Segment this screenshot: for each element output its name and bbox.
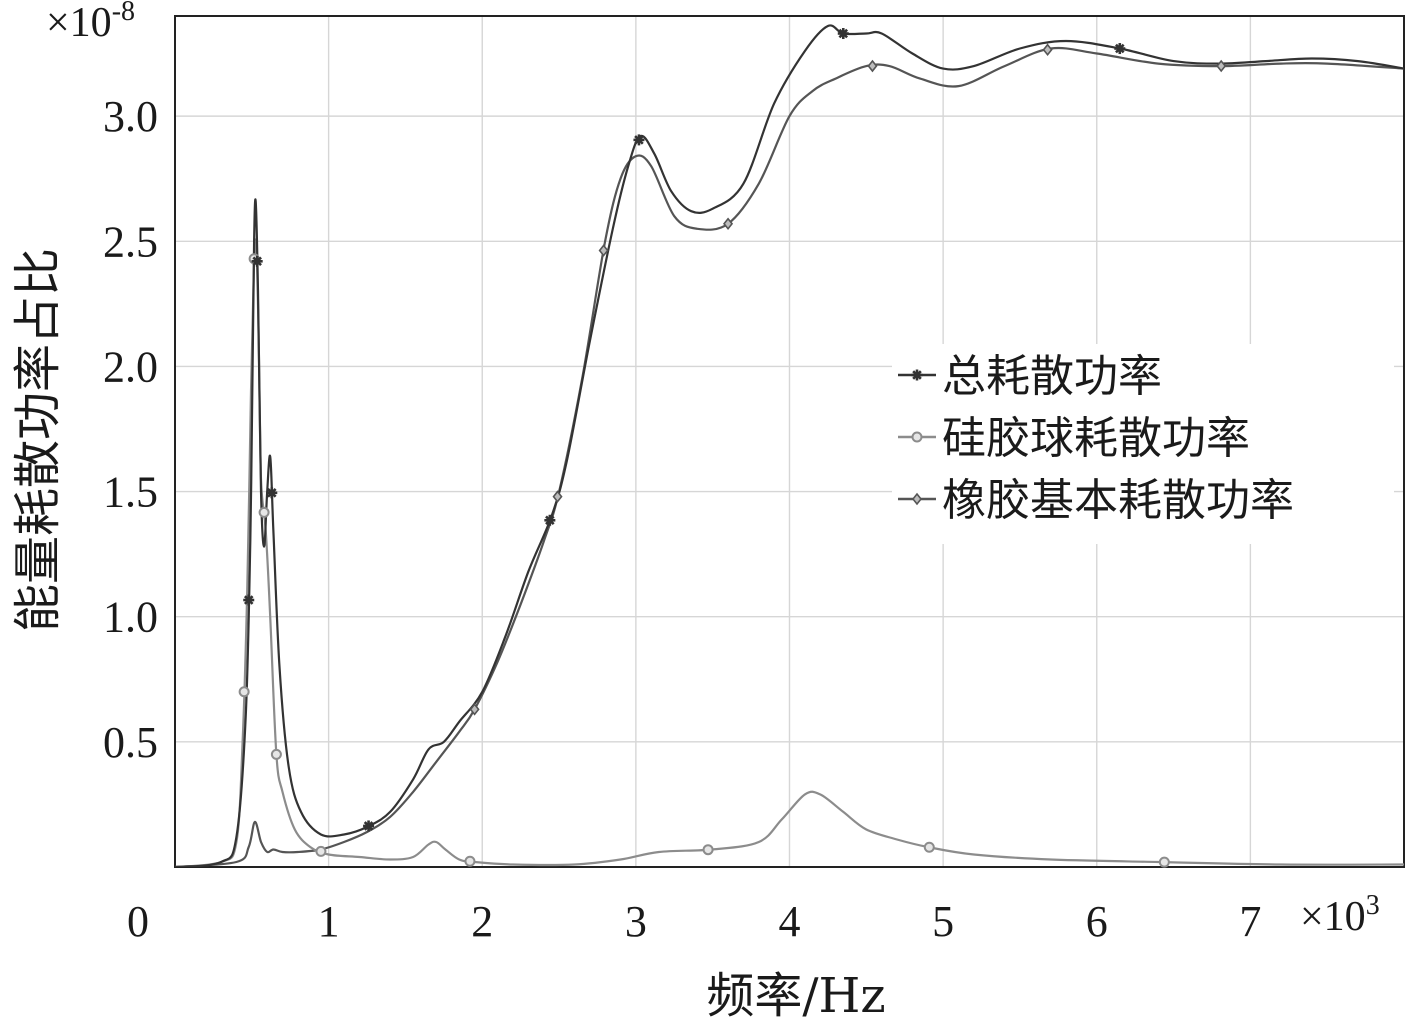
marker-silica xyxy=(702,844,714,856)
marker-rubber xyxy=(723,217,734,231)
marker-total xyxy=(363,820,375,832)
y-tick-label: 3.0 xyxy=(103,92,158,141)
y-multiplier: ×10-8 xyxy=(46,0,135,46)
legend-marker-silica xyxy=(911,431,923,443)
y-multiplier-exp: -8 xyxy=(112,0,135,27)
marker-total xyxy=(1114,43,1126,55)
y-tick-label: 1.0 xyxy=(103,593,158,642)
y-axis-title: 能量耗散功率占比 xyxy=(10,248,66,632)
y-tick-label: 2.5 xyxy=(103,217,158,266)
marker-silica xyxy=(923,841,935,853)
marker-rubber xyxy=(867,59,878,73)
x-axis-title: 频率/Hz xyxy=(706,968,885,1024)
series-line-total xyxy=(175,24,1404,867)
y-tick-label: 1.5 xyxy=(103,468,158,517)
x-tick-label: 7 xyxy=(1239,897,1261,946)
marker-silica xyxy=(258,506,270,518)
plot-frame xyxy=(174,15,1405,868)
marker-total xyxy=(266,487,278,499)
marker-silica xyxy=(1158,856,1170,868)
marker-total xyxy=(251,255,263,267)
tick-labels: 0 1 2 3 4 5 6 7 0.5 1.0 1.5 2.0 2.5 3.0 xyxy=(103,92,1261,946)
x-tick-label: 6 xyxy=(1086,897,1108,946)
x-multiplier: ×103 xyxy=(1300,890,1380,940)
marker-silica xyxy=(238,686,250,698)
legend-label-total: 总耗散功率 xyxy=(942,351,1162,402)
marker-silica xyxy=(270,748,282,760)
markers-layer xyxy=(238,28,1227,868)
marker-total xyxy=(633,134,645,146)
legend-label-rubber: 橡胶基本耗散功率 xyxy=(942,475,1294,526)
marker-total xyxy=(544,514,556,526)
marker-rubber xyxy=(469,703,480,716)
legend-marker-rubber xyxy=(911,492,923,506)
x-tick-label: 5 xyxy=(932,897,954,946)
x-tick-label: 0 xyxy=(127,897,149,946)
marker-total xyxy=(837,28,849,40)
x-tick-label: 2 xyxy=(471,897,493,946)
x-tick-label: 3 xyxy=(625,897,647,946)
x-tick-label: 1 xyxy=(318,897,340,946)
legend-label-silica: 硅胶球耗散功率 xyxy=(942,413,1250,464)
marker-total xyxy=(243,594,255,606)
x-tick-label: 4 xyxy=(779,897,801,946)
x-multiplier-exp: 3 xyxy=(1366,890,1380,921)
marker-rubber xyxy=(552,490,563,503)
marker-rubber xyxy=(1216,59,1227,73)
marker-silica xyxy=(315,845,327,857)
y-tick-label: 0.5 xyxy=(103,718,158,767)
marker-silica xyxy=(464,855,476,867)
marker-rubber xyxy=(1042,43,1053,56)
legend-marker-total xyxy=(911,369,923,381)
y-tick-label: 2.0 xyxy=(103,342,158,391)
marker-rubber xyxy=(598,244,609,257)
legend-box xyxy=(892,344,1394,544)
